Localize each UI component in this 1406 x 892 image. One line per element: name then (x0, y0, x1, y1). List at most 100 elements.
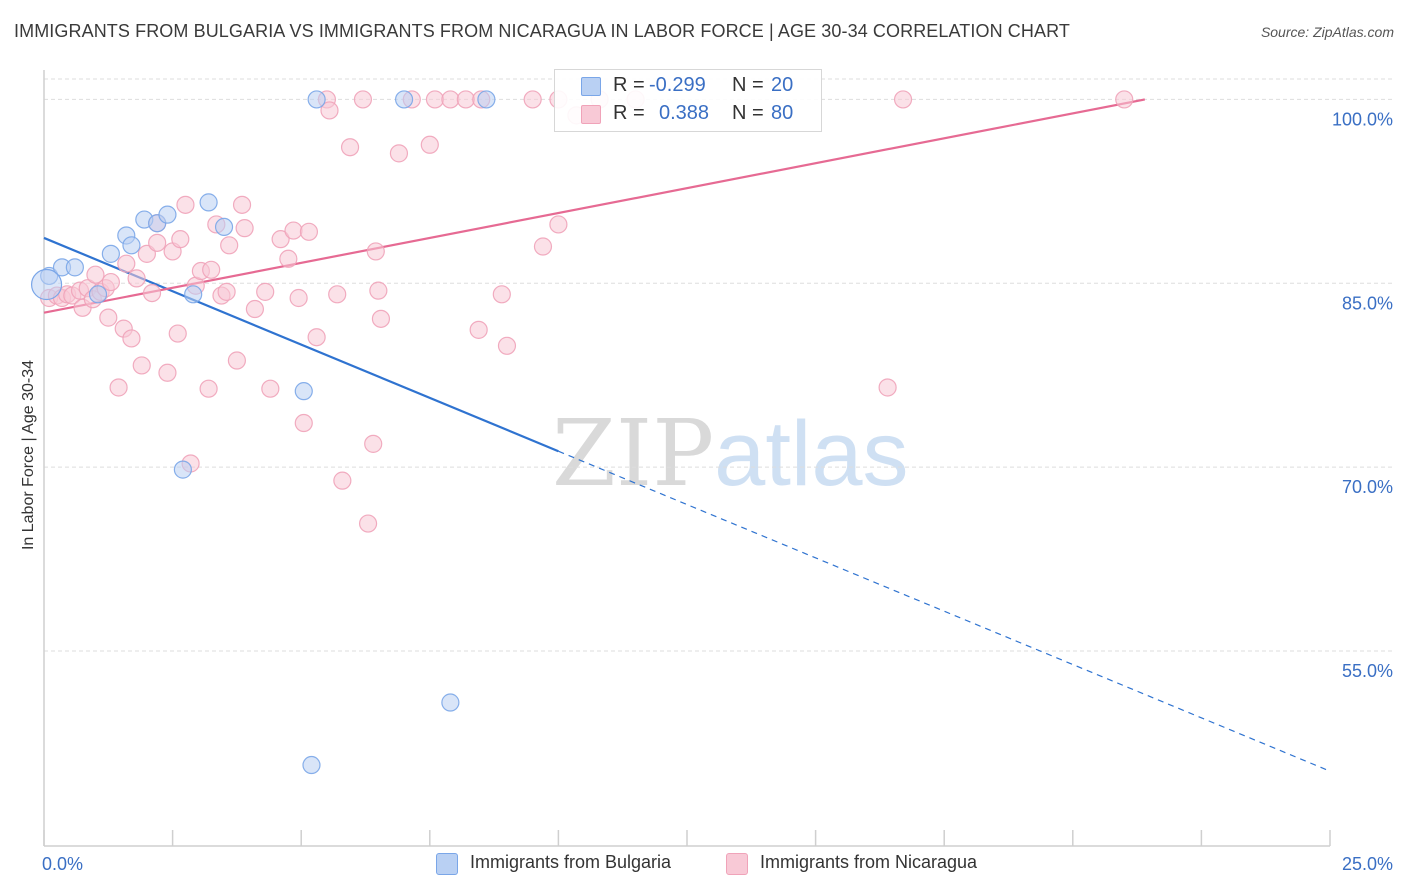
nicaragua-point (227, 351, 246, 370)
axes (43, 70, 1331, 847)
nicaragua-point (176, 195, 195, 214)
nicaragua-point (289, 288, 308, 308)
bulgaria-point (65, 258, 84, 277)
bulgaria-point (214, 217, 234, 237)
bulgaria-point (101, 244, 120, 263)
nicaragua-point (271, 230, 290, 249)
nicaragua-point (284, 221, 303, 240)
y-tick-label: 55.0% (1342, 661, 1393, 681)
nicaragua-point (109, 378, 128, 397)
nicaragua-point (261, 379, 280, 398)
nicaragua-point (358, 514, 378, 533)
n-label: N = (732, 74, 764, 96)
source-label: Source: ZipAtlas.com (1260, 24, 1394, 40)
nicaragua-point (353, 90, 373, 109)
bulgaria-swatch (581, 77, 601, 96)
nicaragua-point (878, 378, 897, 397)
bulgaria-point (477, 90, 496, 109)
nicaragua-point (299, 222, 319, 241)
legend-swatch-bulgaria (436, 853, 458, 875)
bulgaria-point (294, 382, 313, 401)
bulgaria-point (88, 285, 108, 304)
nicaragua-point (523, 90, 542, 109)
nicaragua-point (371, 309, 391, 328)
y-tick-label: 85.0% (1342, 293, 1393, 313)
nicaragua-point (366, 242, 385, 261)
legend-label-nicaragua: Immigrants from Nicaragua (760, 852, 978, 872)
bulgaria-point-large (30, 268, 63, 301)
nicaragua-point (217, 282, 236, 301)
nicaragua-point (199, 379, 218, 398)
nicaragua-point (101, 272, 120, 292)
nicaragua-point (232, 195, 252, 214)
watermark-zip: ZIP (552, 400, 715, 507)
stats-row-nicaragua: R = 0.388 N = 80 (555, 101, 821, 127)
nicaragua-point (441, 90, 460, 109)
bulgaria-point (158, 205, 177, 224)
n-label: N = (732, 102, 764, 124)
nicaragua-point (328, 285, 347, 304)
nicaragua-point (220, 236, 239, 255)
nicaragua-point (294, 413, 313, 433)
nicaragua-point (279, 249, 298, 268)
nicaragua-point (320, 101, 339, 120)
nicaragua-point (389, 144, 409, 163)
nicaragua-point (168, 324, 187, 343)
bulgaria-point (441, 693, 460, 712)
nicaragua-point (340, 138, 360, 157)
r-label: R = (613, 102, 645, 124)
nicaragua-point (1115, 90, 1134, 109)
bulgaria-point (173, 460, 192, 479)
y-tick-label: 100.0% (1332, 109, 1393, 129)
series-legend: Immigrants from Bulgaria Immigrants from… (0, 851, 1406, 879)
nicaragua-point (148, 233, 167, 252)
bulgaria-point (122, 236, 141, 255)
nicaragua-point (235, 219, 254, 238)
bulgaria-r-value: -0.299 (649, 74, 706, 96)
legend-swatch-nicaragua (726, 853, 748, 875)
nicaragua-point (549, 215, 568, 234)
legend-label-bulgaria: Immigrants from Bulgaria (470, 852, 672, 872)
r-label: R = (613, 74, 645, 96)
data-points (30, 90, 1134, 775)
nicaragua-swatch (581, 105, 601, 124)
y-tick-label: 70.0% (1342, 477, 1393, 497)
bulgaria-point (394, 90, 414, 109)
nicaragua-point (99, 308, 118, 327)
nicaragua-point (469, 320, 488, 339)
watermark: ZIPatlas (552, 400, 909, 507)
nicaragua-point (171, 230, 190, 249)
chart-title: IMMIGRANTS FROM BULGARIA VS IMMIGRANTS F… (14, 21, 1070, 41)
tick-labels: 55.0% 70.0% 85.0% 100.0% 0.0% 25.0% (42, 109, 1393, 874)
x-tick-label-start: 0.0% (42, 854, 83, 874)
nicaragua-point (893, 90, 913, 109)
nicaragua-r-value: 0.388 (659, 102, 710, 124)
nicaragua-point (333, 471, 352, 490)
grid-lines (44, 78, 1395, 652)
bulgaria-point (184, 285, 203, 304)
nicaragua-point (86, 265, 105, 284)
nicaragua-point (158, 363, 177, 382)
nicaragua-point (127, 269, 146, 288)
nicaragua-point (307, 328, 326, 347)
nicaragua-point (425, 90, 445, 109)
bulgaria-n-value: 20 (771, 74, 794, 96)
nicaragua-point (142, 283, 162, 303)
nicaragua-point (256, 282, 275, 301)
nicaragua-point (117, 254, 136, 273)
bulgaria-point (307, 90, 326, 109)
stats-row-bulgaria: R = -0.299 N = 20 (555, 73, 821, 99)
nicaragua-point (245, 299, 265, 319)
nicaragua-point (456, 90, 475, 109)
nicaragua-point (492, 285, 511, 304)
nicaragua-n-value: 80 (771, 102, 794, 124)
nicaragua-point (497, 336, 517, 355)
bulgaria-point (199, 193, 218, 212)
nicaragua-point (132, 356, 151, 375)
nicaragua-point (369, 281, 388, 300)
nicaragua-point (122, 329, 141, 348)
nicaragua-point (364, 434, 383, 453)
bulgaria-trend-extension (558, 450, 1331, 772)
stats-legend: R = -0.299 N = 20 R = 0.388 N = 80 (554, 69, 822, 132)
